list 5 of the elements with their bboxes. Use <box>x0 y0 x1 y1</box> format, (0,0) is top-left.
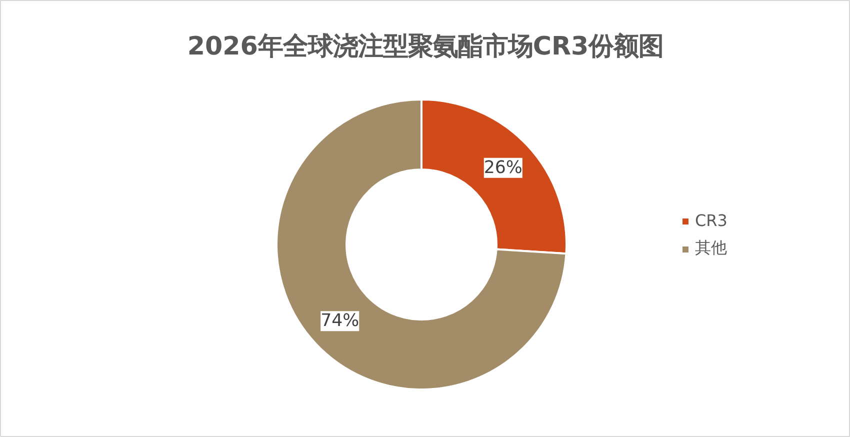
legend-label: CR3 <box>695 211 728 230</box>
chart-title: 2026年全球浇注型聚氨酯市场CR3份额图 <box>187 30 664 60</box>
legend-label: 其他 <box>695 238 727 259</box>
data-label: 26% <box>484 158 522 178</box>
data-label: 74% <box>320 311 360 332</box>
